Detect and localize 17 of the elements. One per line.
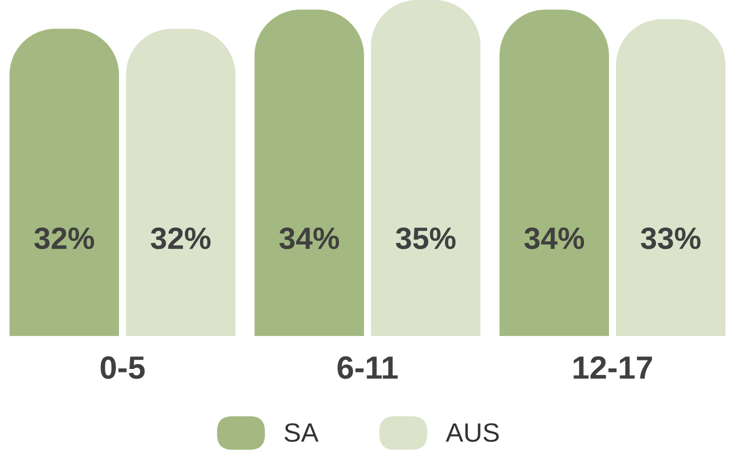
bar	[616, 19, 726, 336]
data-label: 32%	[150, 227, 211, 250]
bar	[500, 10, 609, 336]
data-label: 32%	[34, 227, 94, 250]
bar	[371, 0, 480, 336]
x-tick-label: 0-5	[100, 356, 145, 379]
bar	[254, 10, 364, 336]
data-label: 34%	[524, 227, 584, 250]
bar	[10, 28, 119, 336]
legend-label: SA	[284, 423, 319, 442]
x-tick-label: 6-11	[338, 356, 398, 379]
data-label: 34%	[279, 227, 340, 250]
data-label: 35%	[396, 227, 456, 250]
bar	[126, 28, 236, 336]
data-label: 33%	[640, 227, 701, 250]
legend-label: AUS	[446, 423, 499, 442]
x-tick-label: 12-17	[574, 356, 652, 379]
